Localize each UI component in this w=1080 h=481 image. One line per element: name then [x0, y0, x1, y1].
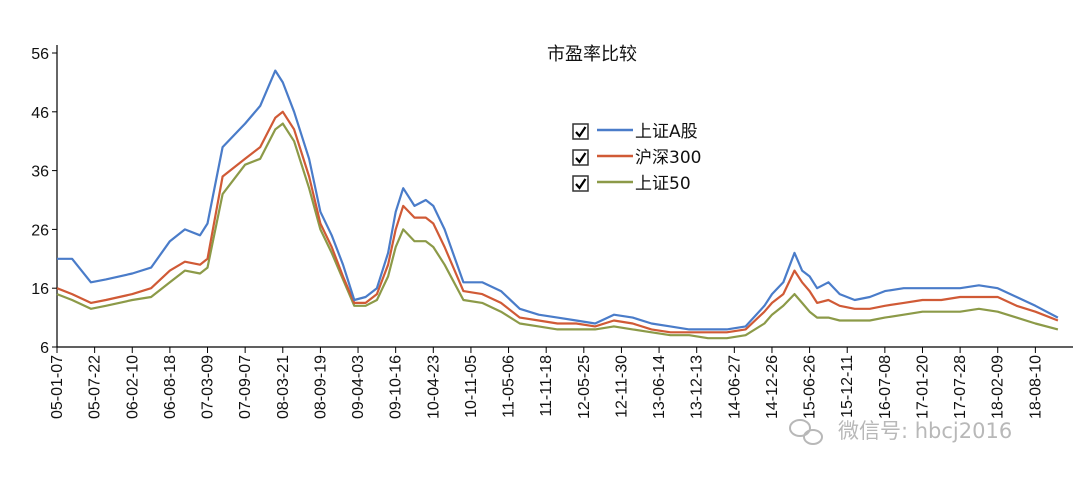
x-tick-label: 11-05-06: [501, 355, 518, 418]
x-tick-label: 17-07-28: [952, 355, 969, 419]
x-tick-label: 17-01-20: [914, 355, 931, 419]
x-tick-label: 06-08-18: [162, 355, 179, 419]
check-icon: [575, 152, 587, 164]
chart-title: 市盈率比较: [547, 44, 637, 65]
x-tick-label: 05-01-07: [49, 355, 66, 419]
series-line: [57, 69, 1059, 331]
watermark-text: 微信号: hbcj2016: [838, 419, 1012, 443]
y-tick-label: 16: [31, 281, 49, 298]
x-tick-label: 18-02-09: [990, 355, 1007, 419]
x-tick-label: 16-07-08: [877, 355, 894, 419]
x-tick-label: 10-11-05: [463, 355, 480, 418]
y-tick-label: 36: [31, 164, 49, 181]
y-tick-label: 6: [40, 340, 49, 357]
check-icon: [575, 178, 587, 190]
x-tick-label: 07-03-09: [200, 355, 217, 419]
x-tick-label: 14-06-27: [726, 355, 743, 419]
series-group: [56, 69, 1059, 340]
x-tick-label: 13-06-14: [651, 355, 668, 419]
x-tick-label: 08-03-21: [275, 355, 292, 419]
x-tick-label: 08-09-19: [312, 355, 329, 419]
watermark: 微信号: hbcj2016: [789, 419, 1012, 445]
x-tick-label: 09-04-03: [350, 355, 367, 419]
legend-label: 上证A股: [635, 122, 698, 142]
y-tick-label: 26: [31, 222, 49, 239]
series-line: [56, 110, 1059, 334]
x-tick-label: 07-09-07: [237, 355, 254, 419]
x-tick-label: 15-06-26: [802, 355, 819, 419]
legend-checkbox[interactable]: [572, 123, 589, 140]
x-tick-label: 11-11-18: [538, 355, 555, 417]
x-tick-label: 05-07-22: [87, 355, 104, 419]
y-tick-label: 46: [31, 105, 49, 122]
legend-checkbox[interactable]: [572, 149, 589, 166]
legend-label: 沪深300: [635, 148, 701, 168]
axis-group: 6 16 26 36 46 56 05-01-07 05-07-22 06-02-10 06-08…: [31, 45, 1073, 419]
legend-checkbox[interactable]: [572, 175, 589, 192]
x-tick-label: 12-05-25: [576, 355, 593, 419]
check-icon: [575, 126, 587, 138]
x-tick-label: 13-12-13: [689, 355, 706, 419]
x-tick-label: 10-04-23: [425, 355, 442, 419]
legend-label: 上证50: [635, 174, 691, 194]
x-tick-label: 09-10-16: [388, 355, 405, 419]
x-tick-label: 06-02-10: [124, 355, 141, 419]
y-tick-label: 56: [31, 46, 49, 63]
x-tick-label: 18-08-10: [1027, 355, 1044, 419]
x-tick-label: 15-12-11: [839, 355, 856, 418]
x-tick-label: 12-11-30: [613, 355, 630, 418]
x-tick-label: 14-12-26: [764, 355, 781, 419]
wechat-logo-icon: [789, 419, 823, 445]
series-line: [56, 122, 1059, 340]
